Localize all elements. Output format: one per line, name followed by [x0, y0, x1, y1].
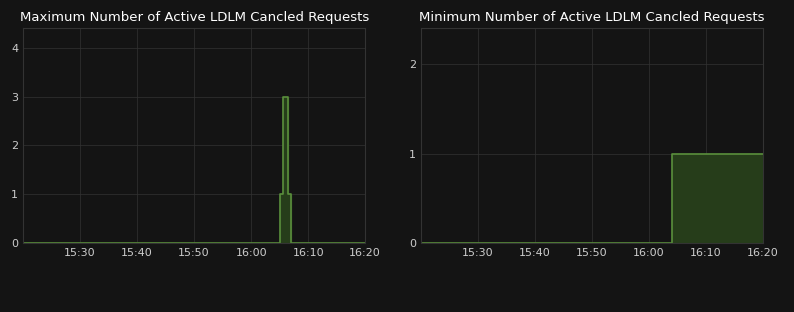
Title: Minimum Number of Active LDLM Cancled Requests: Minimum Number of Active LDLM Cancled Re…: [419, 11, 765, 24]
Title: Maximum Number of Active LDLM Cancled Requests: Maximum Number of Active LDLM Cancled Re…: [20, 11, 368, 24]
